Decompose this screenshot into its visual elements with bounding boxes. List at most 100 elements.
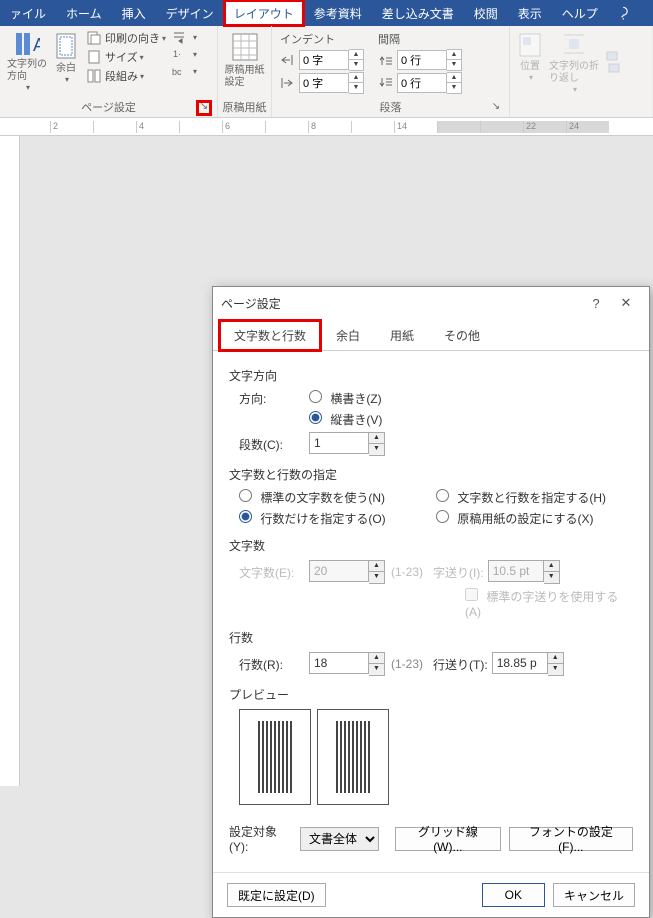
- dialog-close-button[interactable]: ✕: [611, 295, 641, 311]
- line-count-spin[interactable]: ▲▼: [369, 652, 385, 676]
- tab-insert[interactable]: 挿入: [112, 0, 156, 26]
- position-button[interactable]: 位置▾: [514, 29, 546, 97]
- dtab-margins[interactable]: 余白: [321, 320, 375, 351]
- radio-horizontal[interactable]: 横書き(Z): [309, 390, 382, 407]
- tab-file[interactable]: ァイル: [0, 0, 56, 26]
- indent-right[interactable]: ▲▼: [280, 72, 364, 94]
- position-label: 位置: [520, 61, 540, 73]
- text-direction-button[interactable]: A 文字列の 方向▾: [4, 29, 50, 95]
- line-pitch-spin[interactable]: ▲▼: [548, 652, 564, 676]
- space-after[interactable]: ▲▼: [378, 72, 462, 94]
- space-before-input[interactable]: [397, 50, 447, 70]
- page-setup-launcher[interactable]: ↘: [197, 101, 211, 115]
- group-paragraph-label: 段落 ↘: [276, 97, 505, 117]
- indent-left-spin[interactable]: ▲▼: [349, 49, 364, 71]
- tab-help[interactable]: ヘルプ: [552, 0, 608, 26]
- margins-button[interactable]: 余白▾: [50, 29, 82, 95]
- indent-right-icon: [280, 76, 296, 90]
- dialog-body: 文字方向 方向: 横書き(Z) 縦書き(V) 段数(C): 1▲▼ 文字数と行数…: [213, 351, 649, 872]
- horizontal-ruler[interactable]: 2468142224: [0, 118, 653, 136]
- tab-view[interactable]: 表示: [508, 0, 552, 26]
- section-grid-spec: 文字数と行数の指定 標準の文字数を使う(N) 文字数と行数を指定する(H) 行数…: [229, 466, 633, 527]
- radio-lines-only[interactable]: 行数だけを指定する(O): [239, 510, 386, 527]
- group-arrange: 位置▾ 文字列の折 り返し▾: [510, 26, 653, 117]
- indent-left[interactable]: ▲▼: [280, 49, 364, 71]
- vertical-ruler[interactable]: [0, 136, 20, 786]
- section-text-direction-title: 文字方向: [229, 367, 633, 384]
- char-pitch-input: 10.5 pt: [488, 560, 544, 582]
- space-after-input[interactable]: [397, 73, 447, 93]
- svg-text:A: A: [33, 35, 40, 55]
- spacing-title: 間隔: [378, 31, 462, 47]
- gridlines-button[interactable]: グリッド線(W)...: [395, 827, 501, 851]
- radio-chars-and-lines[interactable]: 文字数と行数を指定する(H): [436, 489, 606, 506]
- svg-text:bc: bc: [172, 67, 182, 77]
- more-arrange-button[interactable]: [602, 29, 624, 97]
- dtab-other[interactable]: その他: [429, 320, 495, 351]
- tab-review[interactable]: 校閲: [464, 0, 508, 26]
- orientation-icon: [86, 30, 102, 46]
- apply-to-label: 設定対象(Y):: [229, 823, 292, 854]
- preview-pages: [239, 709, 633, 805]
- section-line-count: 行数 行数(R): 18▲▼ (1-23) 行送り(T): 18.85 p▲▼: [229, 629, 633, 676]
- radio-vertical[interactable]: 縦書き(V): [309, 411, 382, 428]
- tab-design[interactable]: デザイン: [156, 0, 224, 26]
- indent-right-spin[interactable]: ▲▼: [349, 72, 364, 94]
- dtab-chars-lines[interactable]: 文字数と行数: [219, 320, 321, 351]
- apply-row: 設定対象(Y): 文書全体 グリッド線(W)... フォントの設定(F)...: [229, 823, 633, 854]
- space-before[interactable]: ▲▼: [378, 49, 462, 71]
- columns-count-input[interactable]: 1: [309, 432, 369, 454]
- genkou-button[interactable]: 原稿用紙 設定: [222, 29, 267, 91]
- indent-right-input[interactable]: [299, 73, 349, 93]
- tab-layout[interactable]: レイアウト: [224, 0, 304, 26]
- wrap-label: 文字列の折 り返し: [549, 61, 599, 85]
- document-area: ページ設定 ? ✕ 文字数と行数 余白 用紙 その他 文字方向 方向: 横書き(…: [0, 136, 653, 786]
- position-icon: [517, 31, 543, 59]
- wrap-button[interactable]: 文字列の折 り返し▾: [546, 29, 602, 97]
- dialog-help-button[interactable]: ?: [581, 296, 611, 311]
- indent-left-input[interactable]: [299, 50, 349, 70]
- line-numbers-button[interactable]: 1·▾: [172, 47, 197, 61]
- tab-home[interactable]: ホーム: [56, 0, 112, 26]
- space-before-spin[interactable]: ▲▼: [447, 49, 462, 71]
- radio-standard[interactable]: 標準の文字数を使う(N): [239, 489, 385, 506]
- tab-references[interactable]: 参考資料: [304, 0, 372, 26]
- line-count-input[interactable]: 18: [309, 652, 369, 674]
- dialog-titlebar[interactable]: ページ設定 ? ✕: [213, 287, 649, 319]
- paragraph-launcher[interactable]: ↘: [489, 101, 503, 115]
- line-pitch-input[interactable]: 18.85 p: [492, 652, 548, 674]
- margins-label: 余白: [56, 63, 76, 75]
- line-count-label: 行数(R):: [239, 656, 309, 673]
- tab-mailings[interactable]: 差し込み文書: [372, 0, 464, 26]
- set-default-button[interactable]: 既定に設定(D): [227, 883, 326, 907]
- space-before-icon: [378, 53, 394, 67]
- radio-genkou[interactable]: 原稿用紙の設定にする(X): [436, 510, 593, 527]
- columns-count-spin[interactable]: ▲▼: [369, 432, 385, 456]
- text-direction-label: 文字列の 方向: [7, 59, 47, 83]
- dtab-paper[interactable]: 用紙: [375, 320, 429, 351]
- group-genkou: 原稿用紙 設定 原稿用紙: [218, 26, 272, 117]
- breaks-icon: [172, 30, 188, 44]
- indent-left-icon: [280, 53, 296, 67]
- tell-me-icon[interactable]: [608, 0, 642, 26]
- svg-text:1·: 1·: [173, 49, 181, 59]
- orientation-button[interactable]: 印刷の向き▾: [86, 30, 166, 46]
- char-count-range: (1-23): [391, 565, 423, 579]
- indent-title: インデント: [280, 31, 364, 47]
- genkou-label: 原稿用紙 設定: [225, 65, 265, 89]
- columns-button[interactable]: 段組み▾: [86, 68, 166, 84]
- more-icon: [605, 48, 621, 76]
- size-button[interactable]: サイズ▾: [86, 49, 166, 65]
- space-after-icon: [378, 76, 394, 90]
- line-numbers-icon: 1·: [172, 47, 188, 61]
- apply-to-select[interactable]: 文書全体: [300, 827, 379, 851]
- hyphenation-button[interactable]: bc▾: [172, 64, 197, 78]
- ok-button[interactable]: OK: [482, 883, 545, 907]
- section-text-direction: 文字方向 方向: 横書き(Z) 縦書き(V) 段数(C): 1▲▼: [229, 367, 633, 456]
- breaks-button[interactable]: ▾: [172, 30, 197, 44]
- space-after-spin[interactable]: ▲▼: [447, 72, 462, 94]
- font-settings-button[interactable]: フォントの設定(F)...: [509, 827, 633, 851]
- dialog-footer: 既定に設定(D) OK キャンセル: [213, 872, 649, 917]
- std-pitch-checkbox: 標準の字送りを使用する(A): [465, 588, 633, 619]
- cancel-button[interactable]: キャンセル: [553, 883, 635, 907]
